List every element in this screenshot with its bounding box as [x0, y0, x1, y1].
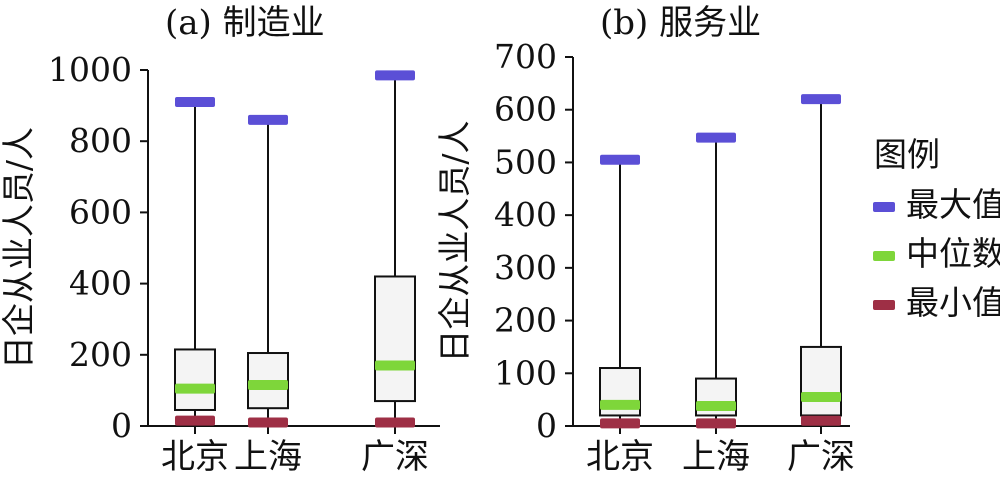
median-marker — [248, 380, 288, 391]
legend-swatch — [873, 300, 895, 310]
median-marker — [801, 392, 841, 403]
box-group-北京: 北京 — [161, 97, 229, 477]
box-group-上海: 上海 — [234, 114, 302, 477]
y-tick-label: 600 — [69, 192, 132, 231]
x-tick-label: 广深 — [787, 437, 855, 477]
legend-label: 最小值 — [906, 283, 1000, 322]
max-marker — [248, 114, 288, 125]
min-marker — [375, 417, 415, 428]
legend-label: 中位数 — [906, 234, 1000, 273]
legend-item: 中位数 — [873, 234, 1000, 273]
y-tick-label: 100 — [494, 353, 557, 392]
box-group-广深: 广深 — [787, 94, 855, 477]
min-marker — [175, 415, 215, 426]
y-tick-label: 600 — [494, 90, 557, 129]
x-tick-label: 广深 — [361, 437, 429, 477]
y-tick-label: 1000 — [48, 50, 132, 89]
x-tick-label: 北京 — [161, 437, 229, 477]
median-marker — [600, 399, 640, 410]
median-marker — [375, 360, 415, 371]
median-marker — [696, 400, 736, 411]
legend-item: 最大值 — [873, 185, 1000, 224]
x-tick-label: 上海 — [682, 437, 750, 477]
box-iqr — [174, 348, 216, 411]
y-tick-label: 400 — [69, 264, 132, 303]
min-marker — [248, 417, 288, 428]
legend-swatch — [873, 202, 895, 212]
y-axis-label: 日企从业人员/人 — [435, 120, 474, 362]
panel-title: (b) 服务业 — [600, 3, 761, 43]
max-marker — [801, 94, 841, 105]
box-group-广深: 广深 — [361, 70, 429, 477]
x-tick-label: 北京 — [586, 437, 654, 477]
y-tick-label: 300 — [494, 248, 557, 287]
box-iqr — [800, 345, 842, 417]
legend-item: 最小值 — [873, 283, 1000, 322]
box-iqr — [374, 275, 416, 403]
y-tick-label: 700 — [494, 37, 557, 76]
box-group-上海: 上海 — [682, 132, 750, 477]
y-tick-label: 500 — [494, 142, 557, 181]
legend-title: 图例 — [874, 135, 940, 174]
median-marker — [175, 383, 215, 394]
max-marker — [696, 132, 736, 143]
max-marker — [600, 154, 640, 165]
y-tick-label: 0 — [111, 406, 132, 445]
legend-label: 最大值 — [906, 185, 1000, 224]
min-marker — [801, 415, 841, 426]
y-axis-label: 日企从业人员/人 — [0, 127, 38, 369]
panel-title: (a) 制造业 — [165, 3, 325, 43]
x-tick-label: 上海 — [234, 437, 302, 477]
max-marker — [175, 97, 215, 108]
panel-services: (b) 服务业日企从业人员/人 0 100 200 300 400 500 600 700 北京上… — [435, 3, 855, 477]
y-tick-label: 800 — [69, 121, 132, 160]
max-marker — [375, 70, 415, 81]
y-tick-label: 200 — [494, 301, 557, 340]
min-marker — [696, 418, 736, 429]
y-tick-label: 200 — [69, 335, 132, 374]
y-tick-label: 400 — [494, 195, 557, 234]
box-group-北京: 北京 — [586, 154, 654, 477]
y-tick-label: 0 — [536, 406, 557, 445]
min-marker — [600, 418, 640, 429]
legend-swatch — [873, 251, 895, 261]
